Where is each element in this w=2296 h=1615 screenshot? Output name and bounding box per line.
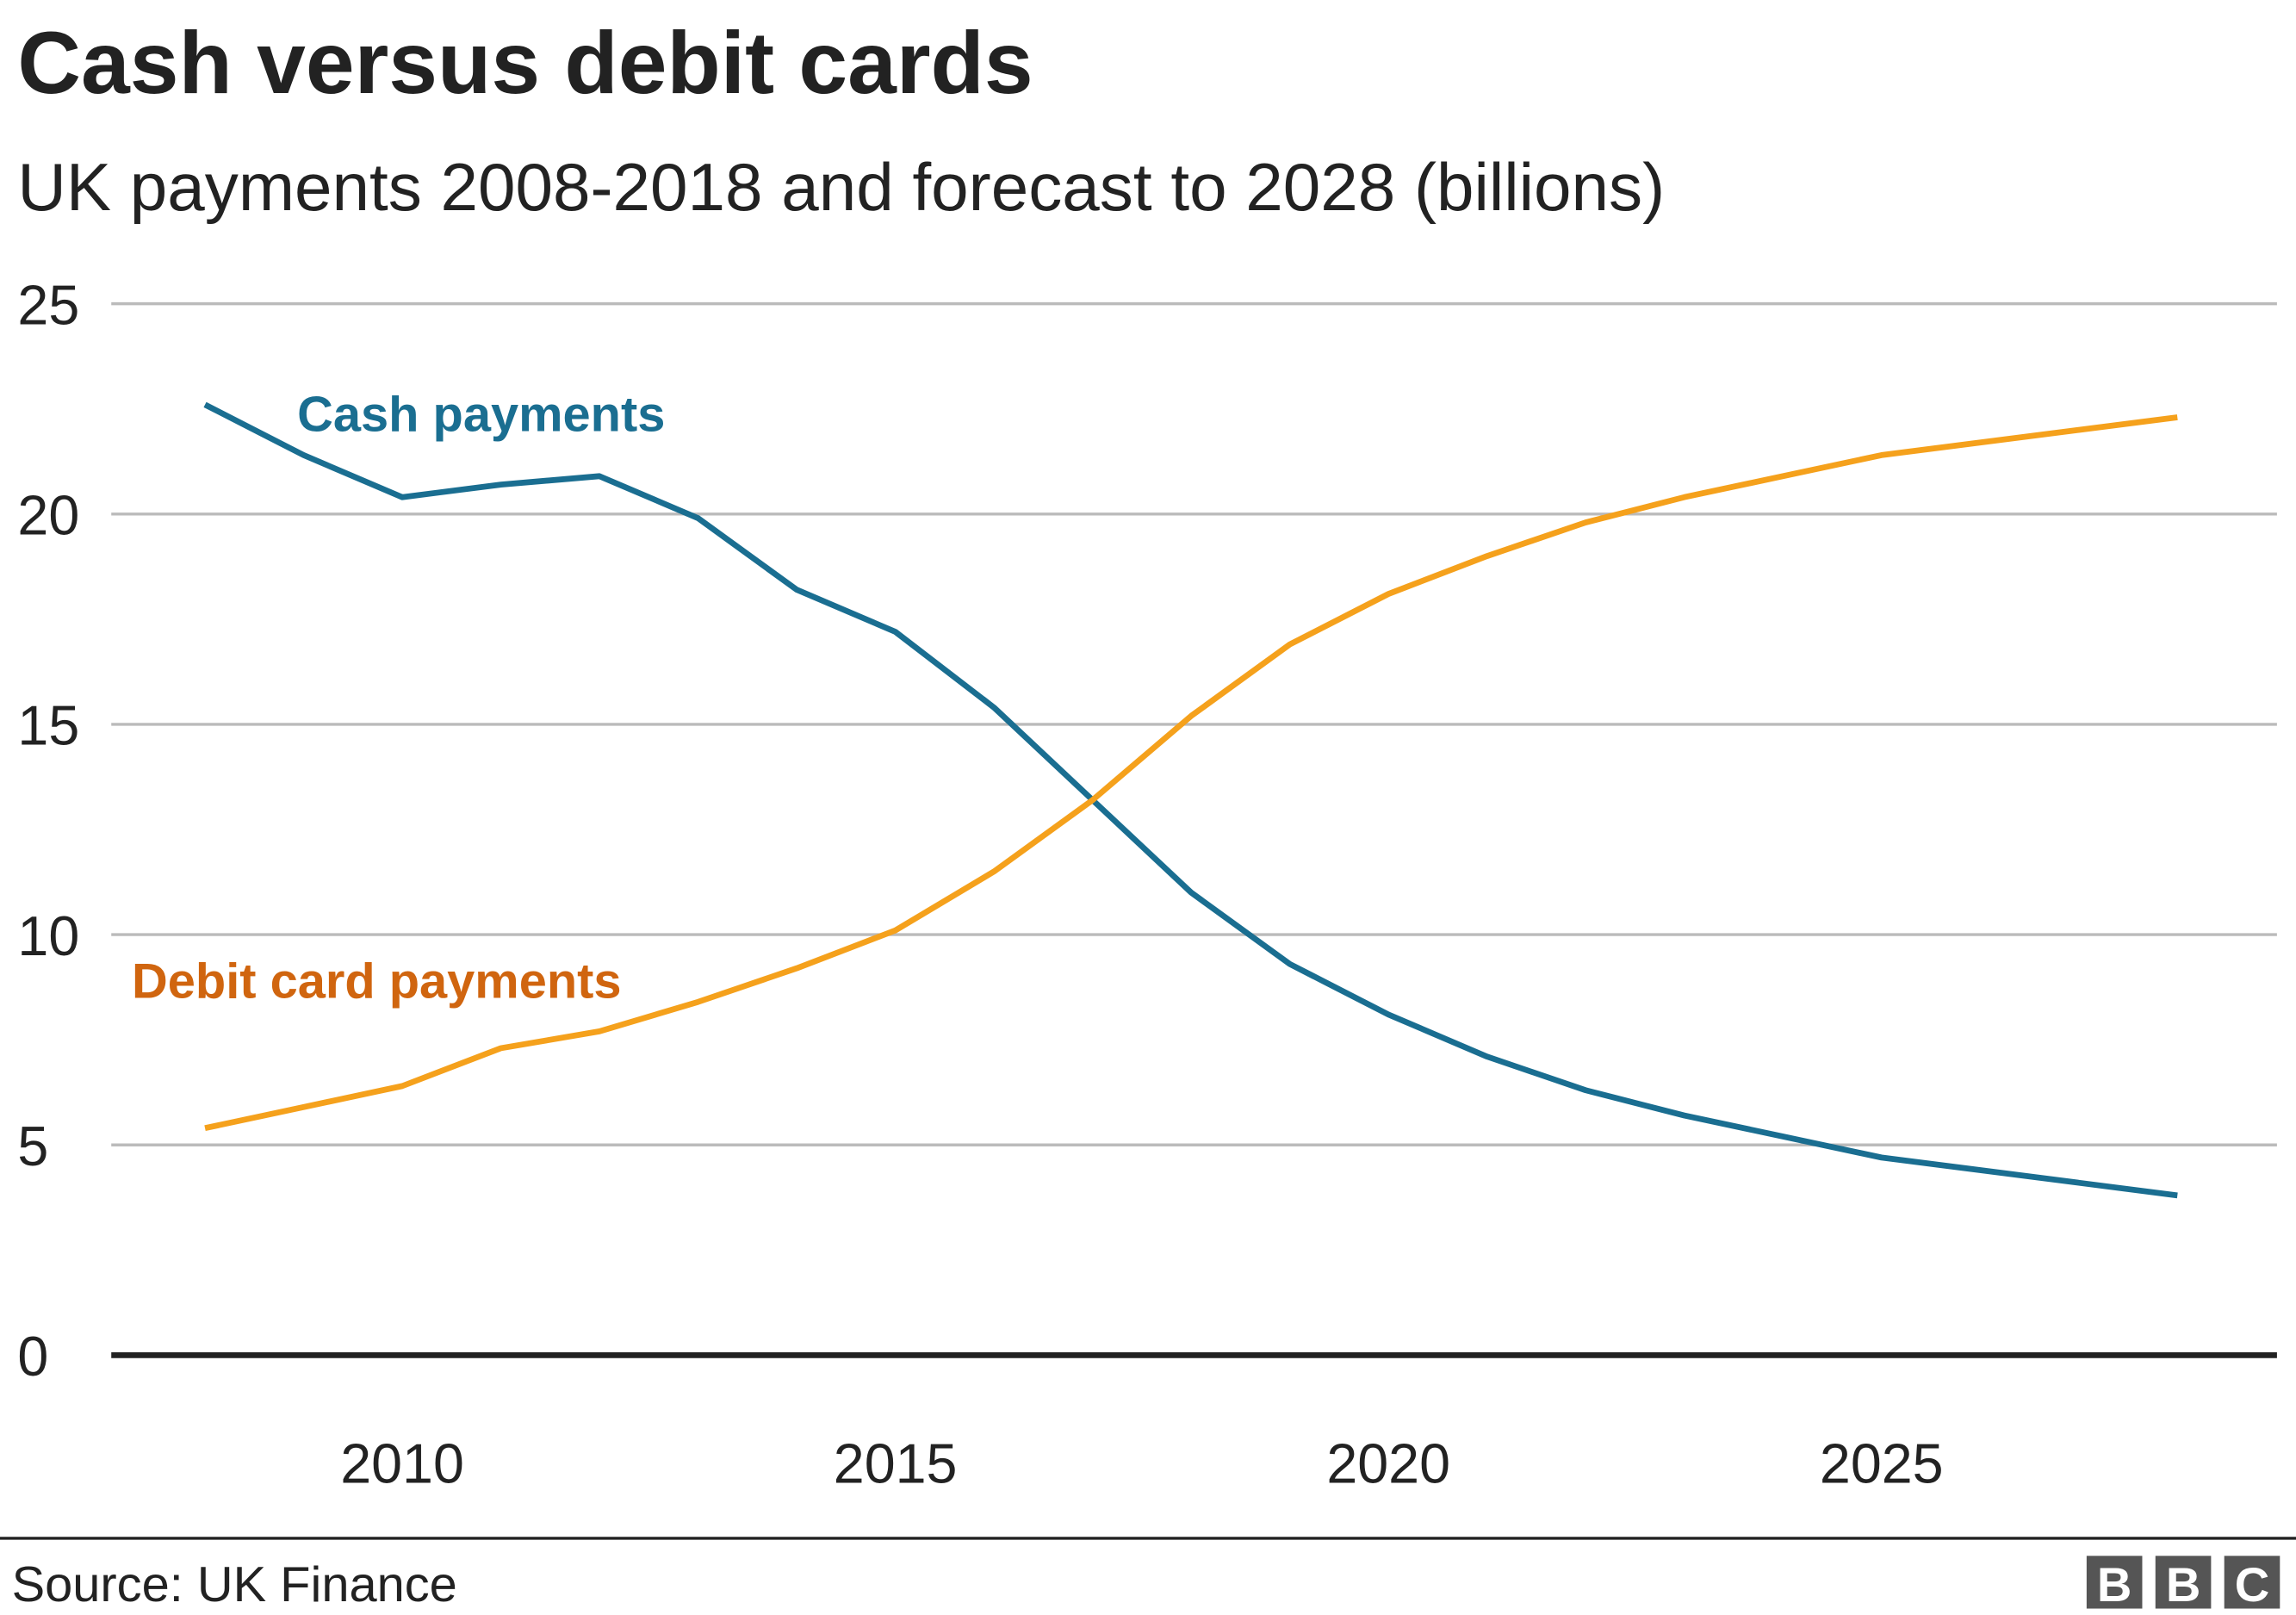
x-axis: 2010 2015 2020 2025	[340, 1432, 1943, 1494]
series-label-debit: Debit card payments	[132, 954, 622, 1009]
y-tick-label: 5	[17, 1115, 48, 1177]
series-line-debit	[204, 414, 2178, 1132]
svg-text:B: B	[2166, 1557, 2201, 1612]
series-lines	[203, 401, 2178, 1199]
y-axis: 0 5 10 15 20 25	[17, 274, 79, 1388]
y-tick-label: 15	[17, 695, 79, 757]
chart-subtitle: UK payments 2008-2018 and forecast to 20…	[17, 149, 1665, 225]
x-tick-label: 2015	[834, 1432, 958, 1494]
x-tick-label: 2025	[1820, 1432, 1944, 1494]
x-tick-label: 2020	[1326, 1432, 1450, 1494]
y-tick-label: 20	[17, 485, 79, 547]
y-tick-label: 25	[17, 274, 79, 336]
gridlines	[111, 301, 2277, 1358]
bbc-logo: B B C	[2086, 1556, 2280, 1612]
y-tick-label: 10	[17, 905, 79, 967]
x-tick-label: 2010	[340, 1432, 464, 1494]
chart-title: Cash versus debit cards	[17, 14, 1033, 112]
series-line-cash	[203, 401, 2178, 1199]
svg-text:B: B	[2097, 1557, 2132, 1612]
series-label-cash: Cash payments	[297, 388, 665, 443]
svg-text:C: C	[2235, 1557, 2270, 1612]
source-note: Source: UK Finance	[12, 1557, 457, 1612]
y-tick-label: 0	[17, 1326, 48, 1388]
